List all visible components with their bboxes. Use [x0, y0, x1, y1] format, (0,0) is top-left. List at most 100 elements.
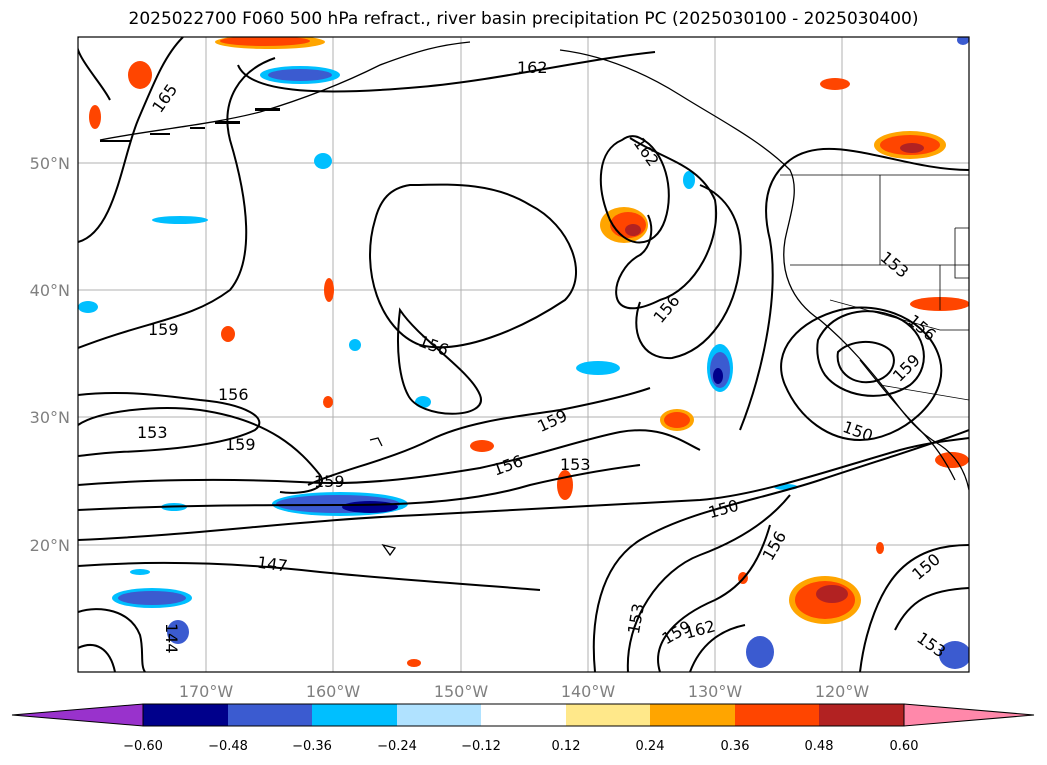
- precip-blob: [349, 339, 361, 351]
- latitude-labels: 50°N 40°N 30°N 20°N: [30, 154, 70, 555]
- colorbar-tick: −0.24: [377, 739, 417, 754]
- colorbar-tick: 0.60: [890, 739, 919, 754]
- map-background: [78, 37, 969, 672]
- lon-label-120w: 120°W: [815, 682, 870, 701]
- colorbar-tick: 0.48: [805, 739, 834, 754]
- precip-blob: [746, 636, 774, 668]
- contour-159: [836, 341, 895, 384]
- contour-153: [78, 407, 323, 494]
- contour-156: [78, 391, 261, 457]
- precip-blob: [957, 37, 969, 45]
- contour-150: [859, 544, 969, 672]
- precip-blob: [221, 326, 235, 342]
- contour-153: [739, 147, 969, 431]
- contour-150: [780, 306, 943, 442]
- precip-blob: [152, 216, 208, 224]
- contour-153: [894, 587, 969, 631]
- precip-blob: [89, 105, 101, 129]
- lat-label-30n: 30°N: [30, 408, 70, 427]
- lon-label-140w: 140°W: [561, 682, 616, 701]
- contour-162: [78, 37, 656, 101]
- coastline-baja: [859, 359, 956, 481]
- precip-blob: [324, 278, 334, 302]
- colorbar: −0.60 −0.48 −0.36 −0.24 −0.12 0.12 0.24 …: [11, 703, 1035, 754]
- precip-blob: [683, 171, 695, 189]
- precip-blob: [713, 368, 723, 384]
- lon-label-130w: 130°W: [688, 682, 743, 701]
- colorbar-bin: [312, 704, 397, 726]
- lat-label-50n: 50°N: [30, 154, 70, 173]
- precip-blob: [664, 412, 690, 428]
- precip-blob: [342, 501, 398, 513]
- contour-156: [397, 307, 482, 415]
- border-us-mexico: [879, 384, 969, 401]
- colorbar-bin: [819, 704, 904, 726]
- contour-153: [78, 464, 641, 511]
- colorbar-outline: [142, 703, 905, 727]
- contour-150: [78, 644, 116, 672]
- precip-blob: [130, 569, 150, 575]
- lon-label-170w: 170°W: [179, 682, 234, 701]
- contour-label: 147: [256, 553, 289, 576]
- lon-label-150w: 150°W: [434, 682, 489, 701]
- colorbar-bin: [397, 704, 481, 726]
- precip-blob: [576, 361, 620, 375]
- hawaiian-islands: [369, 437, 397, 557]
- contour-159: [307, 387, 651, 486]
- precip-blob: [900, 143, 924, 153]
- contour-162: [615, 137, 718, 310]
- precip-blob: [118, 591, 186, 605]
- precip-blob: [78, 301, 98, 313]
- contour-label: 162: [517, 58, 548, 77]
- contour-147: [78, 561, 541, 591]
- contour-label: 153: [560, 455, 591, 474]
- contour-label: 153: [137, 423, 168, 442]
- contour-label: 156: [218, 385, 249, 404]
- colorbar-bin: [481, 704, 566, 726]
- contour-156: [626, 494, 791, 672]
- precip-blob: [935, 452, 969, 468]
- contour-150: [78, 437, 969, 541]
- precip-blob: [167, 620, 189, 644]
- precip-blob: [876, 542, 884, 554]
- contour-156: [78, 429, 701, 486]
- contour-162: [599, 135, 670, 244]
- colorbar-under: [11, 703, 144, 727]
- colorbar-bin: [228, 704, 312, 726]
- precip-blob: [314, 153, 332, 169]
- border-states: [790, 175, 969, 331]
- contour-159: [78, 57, 276, 349]
- lat-label-20n: 20°N: [30, 536, 70, 555]
- precip-blob: [268, 69, 332, 81]
- contour-156: [635, 184, 742, 360]
- colorbar-tick: 0.12: [552, 739, 581, 754]
- contour-label: 159: [314, 472, 345, 491]
- coastline-alaska: [99, 41, 471, 141]
- precip-blob: [939, 641, 969, 669]
- contour-153: [592, 429, 969, 672]
- precip-blob: [415, 396, 431, 408]
- precip-blob: [816, 585, 848, 603]
- longitude-labels: 170°W 160°W 150°W 140°W 130°W 120°W: [179, 682, 870, 701]
- colorbar-tick: −0.12: [461, 739, 501, 754]
- precip-blob: [557, 470, 573, 500]
- contour-162: [689, 624, 746, 672]
- coastlines: [99, 41, 969, 491]
- colorbar-tick: 0.36: [721, 739, 750, 754]
- colorbar-tick: 0.24: [636, 739, 665, 754]
- precip-blob: [323, 396, 333, 408]
- chart-title: 2025022700 F060 500 hPa refract., river …: [128, 9, 919, 29]
- colorbar-tick: −0.48: [208, 739, 248, 754]
- colorbar-tick: −0.60: [123, 739, 163, 754]
- precip-blob: [407, 659, 421, 667]
- colorbar-bin: [650, 704, 735, 726]
- colorbar-bin: [566, 704, 650, 726]
- lat-label-40n: 40°N: [30, 281, 70, 300]
- contour-label: 159: [148, 320, 179, 339]
- precip-blob: [625, 224, 641, 236]
- map-border: [77, 36, 970, 673]
- contour-144: [78, 608, 146, 672]
- precip-blob: [128, 61, 152, 89]
- refractivity-contours: [78, 37, 969, 672]
